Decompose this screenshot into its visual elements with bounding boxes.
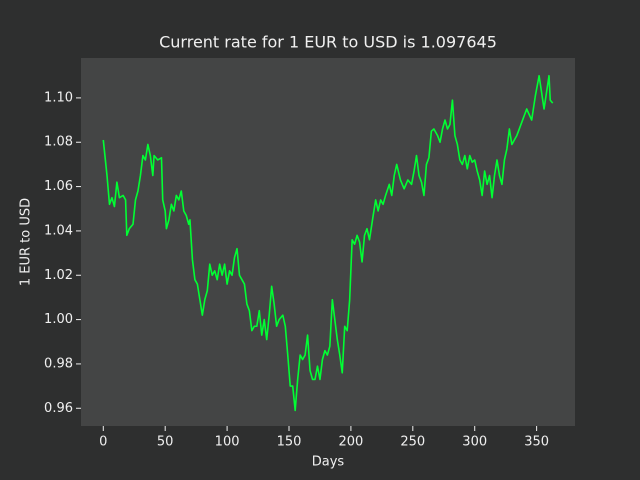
y-tick-label: 1.08 xyxy=(44,135,73,150)
chart-title: Current rate for 1 EUR to USD is 1.09764… xyxy=(159,33,497,52)
y-tick-label: 1.04 xyxy=(44,223,73,238)
x-tick-label: 250 xyxy=(400,435,425,450)
y-axis-label: 1 EUR to USD xyxy=(19,198,34,286)
y-tick-label: 1.10 xyxy=(44,90,73,105)
x-axis-label: Days xyxy=(312,455,345,470)
y-tick-label: 0.96 xyxy=(44,401,73,416)
y-tick-label: 1.06 xyxy=(44,179,73,194)
x-tick-label: 350 xyxy=(524,435,549,450)
rate-line xyxy=(102,74,554,412)
y-tick-label: 0.98 xyxy=(44,356,73,371)
x-tick-label: 0 xyxy=(99,435,107,450)
x-tick-label: 300 xyxy=(462,435,487,450)
x-tick-label: 200 xyxy=(338,435,363,450)
x-tick-label: 150 xyxy=(277,435,302,450)
plot-area xyxy=(81,58,575,426)
x-tick-label: 50 xyxy=(157,435,174,450)
x-tick-label: 100 xyxy=(215,435,240,450)
y-tick-label: 1.00 xyxy=(44,312,73,327)
y-tick-label: 1.02 xyxy=(44,268,73,283)
